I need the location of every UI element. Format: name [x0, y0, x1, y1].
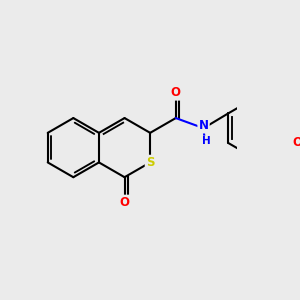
- Text: O: O: [120, 196, 130, 209]
- Text: N: N: [199, 119, 208, 132]
- Text: O: O: [292, 136, 300, 149]
- Text: S: S: [146, 156, 154, 169]
- Text: H: H: [202, 136, 210, 146]
- Text: O: O: [171, 86, 181, 99]
